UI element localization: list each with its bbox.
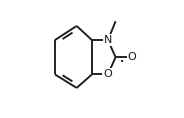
- Text: O: O: [104, 69, 112, 79]
- Text: O: O: [128, 52, 137, 62]
- Text: N: N: [104, 35, 112, 45]
